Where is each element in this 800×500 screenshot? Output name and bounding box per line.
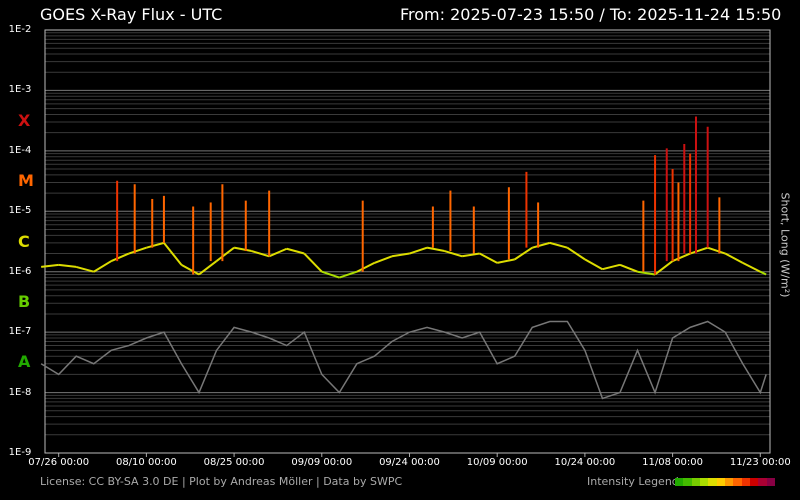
- series-short-line: [40, 320, 767, 400]
- series-long-segment: [479, 252, 498, 264]
- series-long-segment: [409, 246, 428, 255]
- series-long-segment: [426, 246, 445, 253]
- series-long-segment: [724, 252, 744, 264]
- flare-class-m: M: [18, 171, 34, 191]
- y-tick-label: 1E-9: [8, 447, 32, 458]
- y-tick-label: 1E-5: [8, 205, 32, 217]
- series-long-segment: [58, 263, 77, 268]
- y-tick-label: 1E-6: [8, 265, 32, 277]
- series-long-segment: [602, 263, 621, 271]
- flare-class-b: B: [18, 291, 31, 311]
- series-long-segment: [461, 252, 480, 258]
- flare-class-a: A: [18, 352, 31, 372]
- credits: License: CC BY-SA 3.0 DE | Plot by Andre…: [40, 475, 403, 488]
- series-long-segment: [198, 260, 218, 276]
- flare-class-x: X: [18, 110, 31, 130]
- x-tick-label: 11/08 00:00: [642, 457, 704, 468]
- series-long-segment: [742, 261, 761, 273]
- series-long-segment: [584, 258, 603, 271]
- legend-swatch: [724, 478, 734, 486]
- intensity-legend: [675, 478, 775, 486]
- y-tick-label: 1E-7: [8, 326, 32, 338]
- date-range: From: 2025-07-23 15:50 / To: 2025-11-24 …: [400, 5, 782, 24]
- series-long-segment: [180, 263, 200, 276]
- x-tick-label: 10/24 00:00: [554, 457, 616, 468]
- series-long-segment: [514, 246, 533, 261]
- plot-frame: [44, 29, 771, 454]
- legend-swatch: [691, 478, 700, 486]
- series-long-segment: [75, 265, 95, 273]
- series-long-segment: [549, 241, 568, 249]
- legend-swatch: [749, 478, 759, 486]
- legend-swatch: [716, 478, 725, 486]
- legend-swatch: [741, 478, 750, 486]
- intensity-legend-label: Intensity Legend: [587, 475, 679, 488]
- series-long-segment: [321, 270, 340, 279]
- x-tick-label: 10/09 00:00: [466, 457, 528, 468]
- legend-swatch: [758, 478, 767, 486]
- series-long-segment: [233, 246, 252, 253]
- series-long-segment: [146, 241, 165, 249]
- series-long-segment: [689, 246, 708, 255]
- y-tick-label: 1E-4: [8, 144, 32, 156]
- series-long-segment: [374, 255, 393, 264]
- x-tick-label: 08/10 00:00: [115, 457, 177, 468]
- series-long-segment: [215, 246, 235, 262]
- series-long-segment: [303, 252, 323, 273]
- series-long-segment: [163, 242, 183, 266]
- x-tick-label: 08/25 00:00: [203, 457, 265, 468]
- series-long-segment: [566, 246, 586, 261]
- y-tick-label: 1E-3: [8, 84, 32, 96]
- flare-class-c: C: [18, 231, 30, 251]
- series-long-segment: [759, 270, 767, 276]
- series-long-segment: [286, 247, 305, 255]
- series-long-segment: [444, 250, 463, 258]
- series-long-segment: [619, 263, 638, 273]
- legend-swatch: [699, 478, 709, 486]
- series-long-segment: [672, 252, 691, 262]
- series-long-segment: [268, 247, 288, 258]
- legend-swatch: [683, 478, 692, 486]
- x-tick-label: 09/24 00:00: [379, 457, 440, 468]
- y-tick-label: 1E-8: [8, 386, 32, 398]
- x-tick-label: 07/26 00:00: [28, 457, 90, 468]
- series-long-segment: [128, 246, 147, 255]
- legend-swatch: [733, 478, 742, 486]
- series-long-segment: [532, 241, 551, 249]
- x-tick-label: 11/23 00:00: [729, 457, 791, 468]
- y-axis-label: Short, Long (W/m²): [778, 192, 792, 298]
- legend-swatch: [708, 478, 717, 486]
- series-long-segment: [654, 260, 674, 276]
- chart-title: GOES X-Ray Flux - UTC: [40, 5, 223, 24]
- legend-swatch: [766, 478, 775, 486]
- series-long-segment: [339, 270, 358, 279]
- x-tick-label: 09/09 00:00: [291, 457, 353, 468]
- series-long-segment: [707, 246, 726, 255]
- series-long-segment: [637, 270, 656, 276]
- series-long-segment: [110, 252, 130, 262]
- series-long-segment: [251, 250, 270, 258]
- series-long-segment: [356, 261, 375, 273]
- series-long-segment: [496, 258, 515, 264]
- series-long-segment: [93, 260, 112, 273]
- series-long-segment: [41, 263, 59, 268]
- legend-swatch: [675, 478, 684, 486]
- series-long-segment: [391, 252, 410, 258]
- y-tick-label: 1E-2: [8, 24, 32, 35]
